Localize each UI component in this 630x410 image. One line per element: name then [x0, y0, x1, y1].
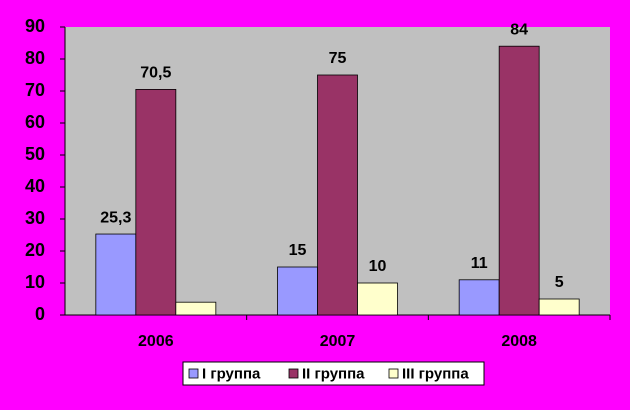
y-tick-label: 90: [25, 16, 45, 36]
bar: [538, 298, 580, 316]
bar: [135, 89, 177, 316]
bar: [498, 45, 540, 316]
data-label: 5: [555, 274, 564, 291]
bar: [175, 301, 217, 316]
data-label: 11: [471, 255, 488, 272]
y-tick-label: 50: [25, 144, 45, 164]
data-label: 10: [369, 258, 387, 275]
bar: [317, 74, 358, 316]
y-tick-label: 20: [25, 240, 45, 260]
y-tick-label: 0: [35, 304, 45, 324]
legend-swatch: [388, 368, 399, 379]
x-tick-label: 2006: [138, 333, 174, 350]
bar: [95, 233, 137, 316]
bar: [277, 266, 318, 316]
y-tick-label: 70: [25, 80, 45, 100]
data-label: 15: [289, 242, 307, 259]
data-label: 84: [510, 21, 528, 38]
data-label: 70,5: [140, 65, 171, 82]
data-label: 75: [329, 50, 347, 67]
y-tick-label: 40: [25, 176, 45, 196]
legend: [182, 361, 485, 386]
legend-label: II группа: [302, 365, 365, 382]
legend-label: III группа: [402, 365, 469, 382]
bar: [357, 282, 398, 316]
legend-swatch: [288, 368, 299, 379]
y-tick-label: 30: [25, 208, 45, 228]
y-tick-label: 80: [25, 48, 45, 68]
x-tick-label: 2008: [501, 333, 537, 350]
legend-label: I группа: [202, 365, 261, 382]
y-tick-label: 60: [25, 112, 45, 132]
y-tick-label: 10: [25, 272, 45, 292]
data-label: 25,3: [100, 209, 131, 226]
x-tick-label: 2007: [320, 333, 356, 350]
bar: [458, 279, 500, 316]
legend-swatch: [188, 368, 199, 379]
